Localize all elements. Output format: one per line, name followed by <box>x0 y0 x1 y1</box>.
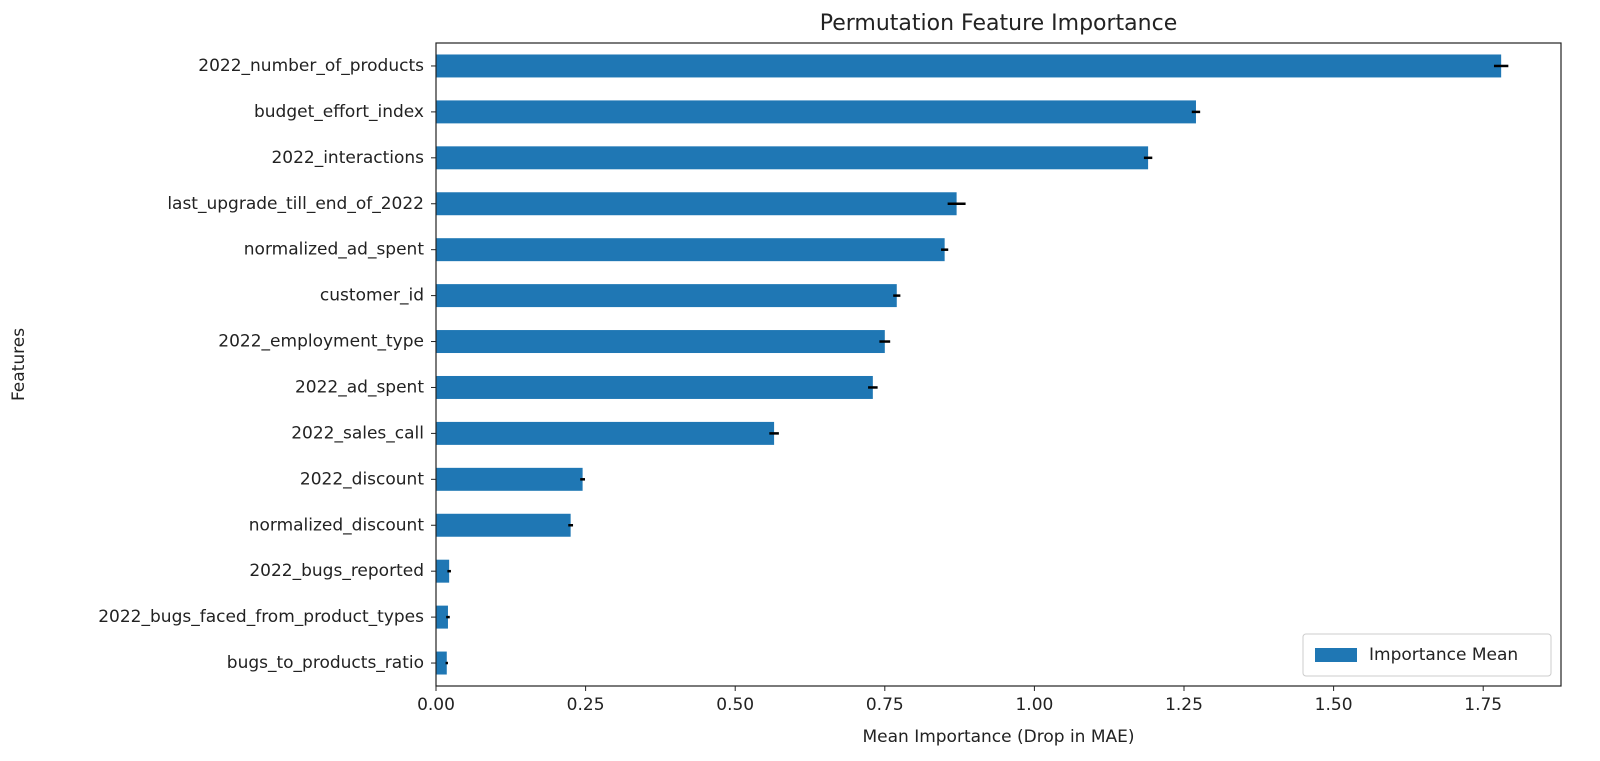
x-tick-label: 0.00 <box>417 695 455 715</box>
y-tick-label: budget_effort_index <box>254 102 424 122</box>
bar-2022_employment_type <box>436 330 885 354</box>
x-tick-label: 1.00 <box>1015 695 1053 715</box>
y-tick-label: normalized_discount <box>249 515 425 535</box>
y-tick-label: 2022_sales_call <box>291 423 424 443</box>
y-tick-label: 2022_discount <box>300 469 424 489</box>
bar-customer_id <box>436 284 897 308</box>
y-tick-label: 2022_interactions <box>271 148 424 168</box>
y-tick-label: 2022_ad_spent <box>295 377 424 397</box>
x-tick-label: 0.25 <box>567 695 605 715</box>
bar-2022_ad_spent <box>436 375 873 399</box>
x-tick-label: 0.50 <box>716 695 754 715</box>
y-tick-label: customer_id <box>320 286 424 306</box>
x-tick-labels: 0.00 0.25 0.50 0.75 1.00 1.25 1.50 1.75 <box>417 686 1502 715</box>
y-tick-label: last_upgrade_till_end_of_2022 <box>167 194 424 214</box>
legend-swatch <box>1315 648 1357 662</box>
bar-2022_sales_call <box>436 421 775 445</box>
y-tick-label: 2022_employment_type <box>218 332 424 352</box>
x-tick-label: 1.75 <box>1464 695 1502 715</box>
bar-normalized_discount <box>436 513 571 537</box>
legend-box <box>1302 633 1552 677</box>
bar-last_upgrade_till_end_of_2022 <box>436 192 957 216</box>
bar-2022_bugs_reported <box>436 559 450 583</box>
bar-2022_interactions <box>436 146 1149 170</box>
x-tick-label: 1.50 <box>1315 695 1353 715</box>
x-tick-label: 1.25 <box>1165 695 1203 715</box>
plot-frame <box>435 42 1562 687</box>
x-axis-label: Mean Importance (Drop in MAE) <box>862 727 1134 747</box>
bar-2022_number_of_products <box>436 54 1502 78</box>
bar-normalized_ad_spent <box>436 238 945 262</box>
y-tick-label: normalized_ad_spent <box>244 240 425 260</box>
y-tick-labels: 2022_number_of_products budget_effort_ind… <box>98 56 436 673</box>
chart-title: Permutation Feature Importance <box>820 11 1178 36</box>
bar-bugs_to_products_ratio <box>436 651 447 675</box>
bar-2022_discount <box>436 467 583 491</box>
bar-budget_effort_index <box>436 100 1196 124</box>
legend-label: Importance Mean <box>1369 645 1518 665</box>
y-tick-label: 2022_number_of_products <box>198 56 424 76</box>
legend: Importance Mean <box>1302 633 1552 677</box>
y-tick-label: bugs_to_products_ratio <box>227 653 424 673</box>
y-axis-label: Features <box>9 328 29 401</box>
y-tick-label: 2022_bugs_faced_from_product_types <box>98 607 424 627</box>
bars-group <box>436 54 1502 675</box>
error-bars-group <box>445 64 1509 665</box>
bar-2022_bugs_faced_from_product_types <box>436 605 448 629</box>
x-tick-label: 0.75 <box>866 695 904 715</box>
y-tick-label: 2022_bugs_reported <box>249 561 424 581</box>
